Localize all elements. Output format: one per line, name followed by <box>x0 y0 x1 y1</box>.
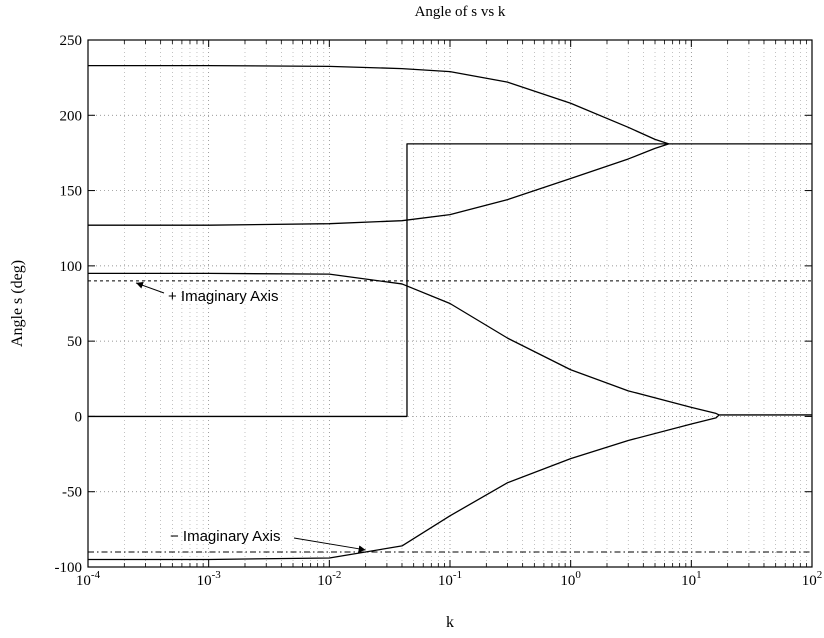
series-line-1 <box>88 64 669 145</box>
annotation-arrow <box>293 537 366 553</box>
annotation-arrow <box>135 281 165 294</box>
x-tick-label: 10-4 <box>76 569 101 589</box>
x-axis-label: k <box>446 614 454 631</box>
series-line-4 <box>88 272 720 416</box>
y-tick-label: 150 <box>60 184 83 200</box>
y-tick-label: -50 <box>62 485 82 501</box>
y-tick-label: 200 <box>60 108 83 124</box>
chart-title: Angle of s vs k <box>415 4 506 20</box>
x-tick-label: 10-1 <box>438 569 462 589</box>
labels-group: -100 -50 0 50 100 150 200 250 10-4 10-3 10-2 10-1 10… <box>9 4 822 631</box>
x-tick-label: 10-2 <box>317 569 341 589</box>
y-tick-label: 100 <box>60 259 83 275</box>
y-tick-label: 250 <box>60 33 83 49</box>
series-line-5 <box>88 414 720 561</box>
y-axis-label: Angle s (deg) <box>9 260 26 347</box>
axes-frame <box>87 39 813 568</box>
series-group <box>88 64 812 561</box>
x-tick-label: 100 <box>560 569 581 589</box>
series-line-3 <box>88 143 812 418</box>
y-tick-label: 50 <box>67 334 82 350</box>
negative-imaginary-axis-annotation: − Imaginary Axis <box>170 528 280 545</box>
x-tick-label: 102 <box>802 569 823 589</box>
series-line-2 <box>88 143 669 226</box>
y-tick-label: 0 <box>75 409 83 425</box>
x-tick-label: 101 <box>681 569 702 589</box>
y-tick-label: -100 <box>55 560 83 576</box>
positive-imaginary-axis-annotation: + Imaginary Axis <box>168 288 278 305</box>
x-tick-label: 10-3 <box>197 569 222 589</box>
